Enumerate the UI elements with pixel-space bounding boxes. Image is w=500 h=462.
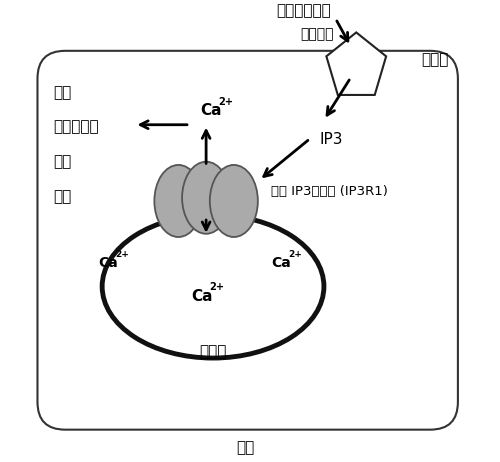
Ellipse shape — [154, 165, 202, 237]
FancyBboxPatch shape — [38, 51, 458, 430]
Text: 2+: 2+ — [218, 97, 234, 107]
Text: Ca: Ca — [271, 256, 290, 270]
Text: 細胞: 細胞 — [236, 441, 254, 456]
Text: 情報伝達物質: 情報伝達物質 — [276, 3, 330, 18]
Ellipse shape — [102, 215, 324, 358]
Text: 記憶: 記憶 — [54, 189, 72, 204]
Text: 2+: 2+ — [116, 249, 130, 259]
Text: ホルモン: ホルモン — [300, 28, 334, 42]
Text: Ca: Ca — [98, 256, 118, 270]
Text: Ca: Ca — [191, 289, 212, 304]
Text: 小胞体: 小胞体 — [200, 345, 226, 359]
Text: 転写: 転写 — [54, 154, 72, 169]
Text: 受精: 受精 — [54, 85, 72, 100]
Ellipse shape — [210, 165, 258, 237]
Text: 発生・分化: 発生・分化 — [54, 119, 100, 134]
Text: Ca: Ca — [200, 103, 222, 118]
Text: 2+: 2+ — [210, 282, 224, 292]
Polygon shape — [326, 32, 386, 95]
Text: 2+: 2+ — [288, 249, 302, 259]
Text: IP3: IP3 — [320, 132, 343, 147]
Text: １型 IP3受容体 (IP3R1): １型 IP3受容体 (IP3R1) — [271, 185, 388, 198]
Ellipse shape — [182, 162, 230, 234]
Text: 受容体: 受容体 — [421, 53, 448, 67]
